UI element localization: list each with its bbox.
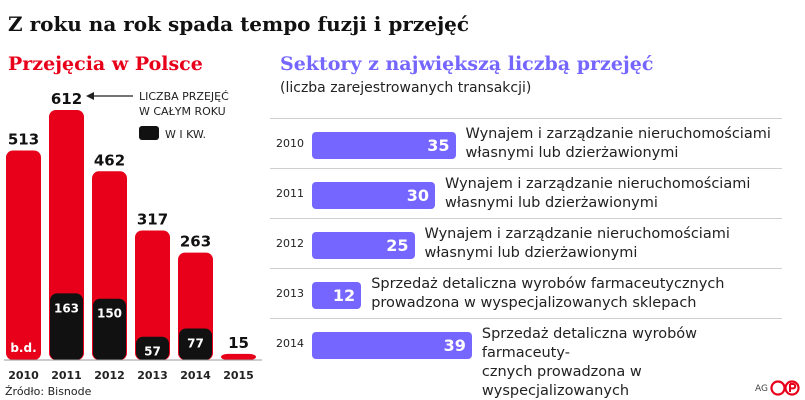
bar-total-label-2010: 513 [8,130,39,148]
sector-label-line: Wynajem i zarządzanie nieruchomościami [445,176,751,192]
bar-q1-label-2011: 163 [54,301,79,315]
bar-q1-2011 [50,293,83,360]
bar-q1-label-2014: 77 [187,337,204,351]
legend-q1-label: W I KW. [165,128,206,141]
bar-total-label-2014: 263 [180,233,211,251]
bar-year-2010: 2010 [8,369,39,382]
sector-label-2011: Wynajem i zarządzanie nieruchomościami wł… [445,175,750,213]
sector-label-2013: Sprzedaż detaliczna wyrobów farmaceutycz… [371,275,724,313]
sector-row-2011: 2011 30 Wynajem i zarządzanie nieruchomośc… [270,168,782,218]
sector-label-2012: Wynajem i zarządzanie nieruchomościami wł… [425,225,730,263]
sector-bar-2013: 12 [312,282,362,309]
bar-total-2013 [135,230,170,360]
sector-bar-2010: 35 [312,132,456,159]
page-title: Z roku na rok spada tempo fuzji i przeję… [8,12,470,36]
sector-label-line: prowadzona w wyspecjalizowanych sklepach [371,295,697,311]
sector-year-2010: 2010 [276,137,304,150]
bar-total-label-2015: 15 [228,334,249,352]
legend-q1-swatch [139,126,159,140]
sector-label-line: Wynajem i zarządzanie nieruchomościami [465,126,771,142]
bar-total-label-2012: 462 [94,151,125,169]
bar-year-2014: 2014 [180,369,211,382]
bar-year-2011: 2011 [51,369,82,382]
acquisitions-bar-chart: 513 b.d. 2010 612 163 2011 462 150 2012 317 57 2013… [4,90,262,382]
bar-year-2013: 2013 [137,369,168,382]
sector-label-line: cznych prowadzona w wyspecjalizowanych [481,364,642,399]
sector-bar-2011: 30 [312,182,435,209]
sector-row-2012: 2012 25 Wynajem i zarządzanie nieruchomośc… [270,218,782,268]
bar-q1-label-2012: 150 [97,307,122,321]
sector-label-line: Sprzedaż detaliczna wyrobów farmaceuty- [481,326,698,361]
sector-year-2013: 2013 [276,287,304,300]
bar-total-2010 [6,150,41,360]
sectors-subtitle: (liczba zarejestrowanych transakcji) [280,80,532,96]
legend-arrow-icon [86,92,94,100]
bar-chart-title: Przejęcia w Polsce [8,53,203,75]
sector-row-2010: 2010 35 Wynajem i zarządzanie nieruchomośc… [270,118,782,168]
bar-year-2015: 2015 [223,369,254,382]
bar-total-label-2013: 317 [137,211,168,229]
sector-label-line: Sprzedaż detaliczna wyrobów farmaceutycz… [371,276,725,292]
bar-q1-2012 [93,298,126,360]
bar-q1-2013 [136,336,169,360]
bar-total-label-2011: 612 [51,90,82,108]
sector-row-2014: 2014 39 Sprzedaż detaliczna wyrobów farmac… [270,318,782,399]
sector-label-line: własnymi lub dzierżawionymi [424,245,638,261]
legend-total-line1: LICZBA PRZEJĘĆ [139,90,229,103]
bar-year-2012: 2012 [94,369,125,382]
sector-label-line: własnymi lub dzierżawionymi [465,145,679,161]
bar-q1-2014 [179,328,212,360]
source-note: Źródło: Bisnode [5,385,92,398]
sector-label-line: Wynajem i zarządzanie nieruchomościami [424,226,730,242]
sector-row-2013: 2013 12 Sprzedaż detaliczna wyrobów farmac… [270,268,782,318]
sector-bar-2014: 39 [312,332,472,359]
sector-year-2011: 2011 [276,187,304,200]
bar-q1-label-2013: 57 [144,345,161,359]
author-credit: AG [755,384,768,394]
sector-year-2012: 2012 [276,237,304,250]
sector-label-2014: Sprzedaż detaliczna wyrobów farmaceuty-c… [482,325,782,400]
sector-label-line: własnymi lub dzierżawionymi [445,195,658,211]
bar-q1-nodata-2010: b.d. [10,341,36,355]
publisher-logo-icon [770,380,800,396]
legend-total-line2: W CAŁYM ROKU [139,105,226,118]
sector-label-2010: Wynajem i zarządzanie nieruchomościami wł… [466,125,771,163]
sector-year-2014: 2014 [276,337,304,350]
sectors-title: Sektory z największą liczbą przejęć [280,53,654,75]
sector-bar-2012: 25 [312,232,415,259]
bar-total-2015 [221,353,256,360]
